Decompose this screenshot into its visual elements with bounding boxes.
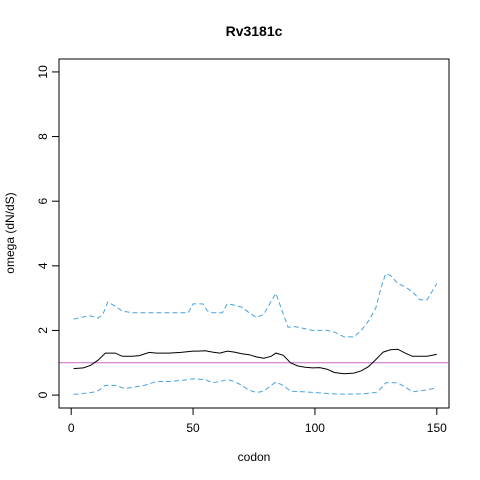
- y-axis: 0 2 4 6 8 10: [36, 65, 60, 398]
- x-tick-label: 100: [305, 421, 325, 435]
- x-tick-label: 50: [186, 421, 200, 435]
- y-tick-label: 2: [36, 327, 50, 334]
- y-tick-label: 0: [36, 391, 50, 398]
- y-tick-label: 10: [36, 65, 50, 79]
- chart-title: Rv3181c: [226, 23, 283, 39]
- series-line-ci-1: [73, 273, 438, 338]
- series-line-ci-2: [73, 378, 437, 395]
- y-tick-label: 4: [36, 262, 50, 269]
- plot-frame: [58, 58, 450, 409]
- x-axis: 0 50 100 150: [68, 407, 447, 435]
- series-line-omega: [73, 348, 437, 375]
- y-tick-label: 6: [36, 198, 50, 205]
- x-axis-label: codon: [238, 450, 271, 464]
- y-tick-label: 8: [36, 133, 50, 140]
- x-tick-label: 0: [68, 421, 75, 435]
- plot-area: [59, 273, 449, 395]
- x-tick-label: 150: [427, 421, 447, 435]
- y-axis-label: omega (dN/dS): [3, 192, 17, 273]
